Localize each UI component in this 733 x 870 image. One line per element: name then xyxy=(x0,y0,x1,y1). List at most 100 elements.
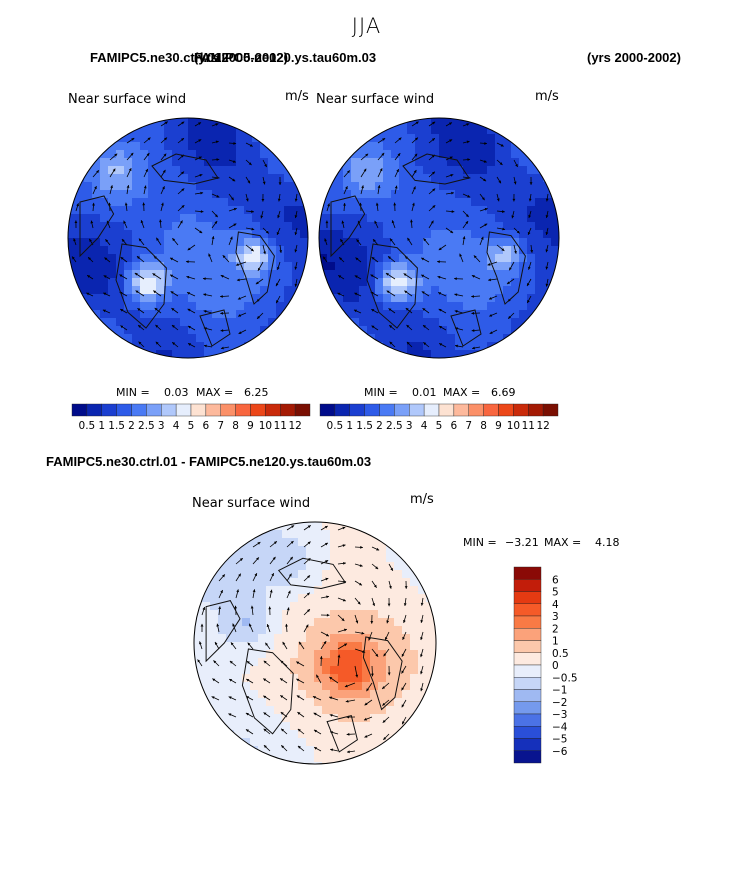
field-cell xyxy=(487,198,496,207)
field-cell xyxy=(274,538,283,547)
colorbar-swatch xyxy=(294,403,311,417)
field-cell xyxy=(100,278,109,287)
field-cell xyxy=(407,350,416,358)
field-cell xyxy=(447,246,456,255)
field-cell xyxy=(535,238,544,247)
field-cell xyxy=(351,262,360,271)
panel-1-units-label: m/s xyxy=(285,89,309,104)
colorbar-swatch xyxy=(101,403,117,417)
field-cell xyxy=(164,350,173,358)
field-cell xyxy=(354,570,363,579)
field-cell xyxy=(180,142,189,151)
field-cell xyxy=(266,690,275,699)
field-cell xyxy=(194,618,203,627)
field-cell xyxy=(242,698,251,707)
field-cell xyxy=(132,222,141,231)
wind-vector-head xyxy=(403,273,407,277)
wind-vector-head xyxy=(466,140,470,144)
field-cell xyxy=(260,310,269,319)
field-cell xyxy=(399,326,408,335)
field-cell xyxy=(455,334,464,343)
field-cell xyxy=(212,302,221,311)
wind-vector-head xyxy=(528,198,532,202)
field-cell xyxy=(343,166,352,175)
wind-vector-head xyxy=(198,156,202,160)
field-cell xyxy=(527,254,536,263)
field-cell xyxy=(282,674,291,683)
field-cell xyxy=(447,326,456,335)
field-cell xyxy=(290,570,299,579)
field-cell xyxy=(244,166,253,175)
field-cell xyxy=(386,682,395,691)
wind-vector-head xyxy=(375,566,379,570)
wind-vector-head xyxy=(455,344,458,348)
field-cell xyxy=(423,262,432,271)
wind-vector-head xyxy=(170,291,174,294)
field-cell xyxy=(100,150,109,159)
field-cell xyxy=(455,134,464,143)
field-cell xyxy=(343,278,352,287)
field-cell xyxy=(220,342,229,351)
field-cell xyxy=(188,310,197,319)
field-cell xyxy=(399,158,408,167)
field-cell xyxy=(188,342,197,351)
field-cell xyxy=(322,722,331,731)
field-cell xyxy=(242,546,251,555)
field-cell xyxy=(378,642,387,651)
field-cell xyxy=(250,610,259,619)
field-cell xyxy=(338,626,347,635)
field-cell xyxy=(148,262,157,271)
field-cell xyxy=(258,634,267,643)
field-cell xyxy=(399,182,408,191)
page-title: JJA xyxy=(351,14,382,38)
field-cell xyxy=(415,142,424,151)
panel-1-max-value: 6.25 xyxy=(244,386,269,399)
field-cell xyxy=(407,254,416,263)
field-cell xyxy=(330,714,339,723)
field-cell xyxy=(194,650,203,659)
field-cell xyxy=(455,198,464,207)
field-cell xyxy=(284,238,293,247)
field-cell xyxy=(447,238,456,247)
field-cell xyxy=(335,238,344,247)
field-cell xyxy=(375,198,384,207)
colorbar-swatch xyxy=(131,403,147,417)
field-cell xyxy=(212,206,221,215)
field-cell xyxy=(362,690,371,699)
field-cell xyxy=(386,578,395,587)
field-cell xyxy=(164,134,173,143)
field-cell xyxy=(511,190,520,199)
field-cell xyxy=(431,310,440,319)
field-cell xyxy=(418,650,427,659)
field-cell xyxy=(455,246,464,255)
field-cell xyxy=(140,294,149,303)
field-cell xyxy=(527,198,536,207)
field-cell xyxy=(479,262,488,271)
colorbar-tick-label: −1 xyxy=(552,685,567,697)
field-cell xyxy=(188,254,197,263)
field-cell xyxy=(503,142,512,151)
field-cell xyxy=(282,626,291,635)
field-cell xyxy=(124,286,133,295)
field-cell xyxy=(164,126,173,135)
wind-vector-head xyxy=(527,266,531,270)
wind-vector-head xyxy=(316,674,319,678)
field-cell xyxy=(503,150,512,159)
field-cell xyxy=(479,198,488,207)
wind-vector-head xyxy=(423,325,426,328)
field-cell xyxy=(156,318,165,327)
field-cell xyxy=(359,318,368,327)
field-cell xyxy=(370,578,379,587)
field-cell xyxy=(487,134,496,143)
field-cell xyxy=(164,166,173,175)
field-cell xyxy=(204,222,213,231)
field-cell xyxy=(148,334,157,343)
field-cell xyxy=(180,150,189,159)
field-cell xyxy=(471,174,480,183)
wind-vector-head xyxy=(297,745,301,749)
field-cell xyxy=(236,334,245,343)
field-cell xyxy=(212,238,221,247)
field-cell xyxy=(423,214,432,223)
field-cell xyxy=(140,238,149,247)
field-cell xyxy=(375,214,384,223)
